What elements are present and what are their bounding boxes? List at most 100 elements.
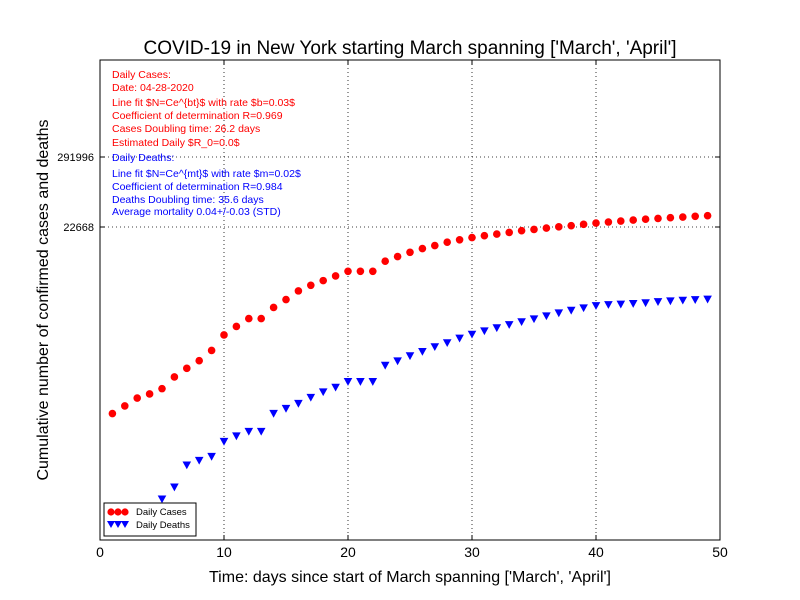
- point-daily-deaths: [170, 483, 179, 492]
- point-daily-cases: [406, 248, 414, 257]
- point-daily-cases: [493, 230, 501, 238]
- annotation-cases-1: Date: 04-28-2020: [112, 82, 194, 94]
- annotation-block: Daily Cases: Date: 04-28-2020 Line fit $…: [112, 69, 301, 218]
- annotation-deaths-4: Average mortality 0.04+/-0.03 (STD): [112, 206, 281, 218]
- annotation-cases-3: Coefficient of determination R=0.969: [112, 110, 283, 122]
- point-daily-deaths: [244, 427, 254, 436]
- point-daily-cases: [170, 373, 179, 381]
- point-daily-deaths: [604, 301, 613, 309]
- point-daily-cases: [121, 402, 129, 410]
- point-daily-cases: [691, 212, 699, 221]
- annotation-cases-5: Estimated Daily $R_0=0.0$: [112, 137, 240, 149]
- point-daily-cases: [245, 314, 253, 323]
- point-daily-cases: [431, 241, 439, 250]
- point-daily-cases: [604, 218, 613, 226]
- point-daily-cases: [629, 216, 637, 224]
- point-daily-deaths: [703, 295, 712, 304]
- point-daily-cases: [579, 220, 588, 229]
- point-daily-cases: [307, 281, 315, 290]
- point-daily-deaths: [380, 361, 390, 370]
- annotation-cases-4: Cases Doubling time: 26.2 days: [112, 123, 260, 135]
- point-daily-deaths: [492, 324, 502, 333]
- point-daily-cases: [617, 217, 625, 225]
- point-daily-cases: [195, 356, 203, 365]
- point-daily-deaths: [281, 404, 291, 413]
- point-daily-deaths: [182, 461, 192, 470]
- point-daily-deaths: [517, 318, 526, 327]
- point-daily-cases: [480, 231, 489, 240]
- point-daily-cases: [145, 390, 154, 398]
- x-tick-label: 20: [340, 544, 356, 560]
- point-daily-deaths: [653, 298, 663, 306]
- annotation-deaths-1: Line fit $N=Ce^{mt}$ with rate $m=0.02$: [112, 168, 301, 180]
- grid-lines: [100, 60, 720, 540]
- plot-area: [100, 60, 720, 540]
- point-daily-deaths: [318, 388, 328, 397]
- point-daily-deaths: [232, 432, 241, 441]
- point-daily-cases: [257, 314, 266, 323]
- point-daily-deaths: [393, 357, 402, 366]
- point-daily-cases: [331, 272, 340, 280]
- legend-box: [103, 502, 197, 537]
- x-tick-label: 40: [588, 544, 604, 560]
- series-daily-deaths: [157, 295, 712, 504]
- point-daily-cases: [505, 228, 513, 237]
- point-daily-cases: [555, 223, 563, 231]
- point-daily-deaths: [504, 321, 514, 329]
- point-daily-cases: [294, 287, 303, 295]
- point-daily-cases: [381, 257, 390, 266]
- point-daily-cases: [133, 394, 141, 402]
- y-axis-label: Cumulative number of confirmed cases and…: [35, 119, 52, 480]
- plot-frame-border: [99, 59, 721, 541]
- point-daily-deaths: [529, 315, 539, 324]
- point-daily-deaths: [343, 378, 353, 386]
- point-daily-deaths: [628, 300, 638, 308]
- point-daily-cases: [517, 226, 526, 235]
- point-daily-cases: [344, 267, 352, 276]
- point-daily-cases: [468, 233, 476, 242]
- point-daily-cases: [455, 236, 464, 244]
- legend: Daily Cases Daily Deaths: [103, 502, 197, 537]
- point-daily-deaths: [690, 296, 700, 304]
- point-daily-deaths: [616, 300, 626, 309]
- annotation-cases-0: Daily Cases:: [112, 69, 171, 81]
- point-daily-cases: [393, 252, 402, 261]
- point-daily-deaths: [219, 437, 229, 446]
- legend-marker-cases: [107, 508, 129, 516]
- point-daily-deaths: [207, 452, 216, 461]
- point-daily-cases: [282, 295, 290, 304]
- point-daily-deaths: [405, 352, 415, 361]
- point-daily-deaths: [418, 347, 427, 356]
- point-daily-deaths: [256, 427, 266, 436]
- point-daily-deaths: [331, 383, 340, 392]
- point-daily-cases: [158, 384, 166, 393]
- point-daily-cases: [592, 219, 600, 227]
- point-daily-cases: [418, 244, 427, 253]
- point-daily-deaths: [467, 330, 477, 339]
- point-daily-deaths: [666, 297, 675, 306]
- point-daily-cases: [232, 322, 241, 331]
- point-daily-deaths: [356, 378, 365, 386]
- series-daily-cases: [108, 211, 712, 418]
- point-daily-deaths: [368, 378, 378, 386]
- point-daily-cases: [654, 214, 662, 223]
- point-daily-cases: [679, 213, 687, 221]
- x-tick-label: 10: [216, 544, 232, 560]
- x-axis-label: Time: days since start of March spanning…: [209, 569, 611, 586]
- x-tick-label: 30: [464, 544, 480, 560]
- point-daily-cases: [220, 331, 228, 339]
- point-daily-cases: [443, 238, 452, 247]
- point-daily-deaths: [641, 299, 650, 308]
- point-daily-deaths: [294, 399, 303, 408]
- legend-marker-deaths: [107, 521, 129, 528]
- y-tick-label: 22668: [63, 222, 94, 234]
- annotation-cases-2: Line fit $N=Ce^{bt}$ with rate $b=0.03$: [112, 97, 295, 109]
- y-tick-label: 291996: [57, 152, 94, 164]
- legend-label-cases: Daily Cases: [136, 507, 187, 518]
- point-daily-deaths: [579, 304, 588, 313]
- point-daily-cases: [641, 215, 650, 224]
- point-daily-deaths: [430, 343, 440, 352]
- point-daily-deaths: [306, 393, 316, 402]
- axes: 0 10 20 30 40 50 291996 22668: [57, 60, 728, 560]
